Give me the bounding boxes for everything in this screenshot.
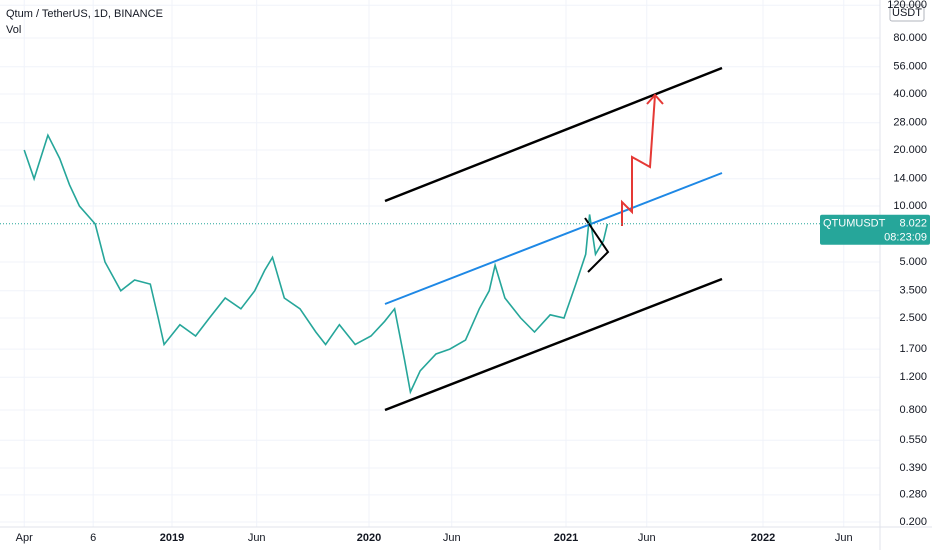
y-tick-label: 3.500 — [899, 285, 927, 297]
x-tick-label: Jun — [443, 532, 461, 544]
x-tick-label: 6 — [90, 532, 96, 544]
trend-line — [384, 172, 723, 305]
y-tick-label: 10.000 — [893, 200, 927, 212]
x-tick-label: 2020 — [357, 532, 381, 544]
y-tick-label: 80.000 — [893, 32, 927, 44]
x-tick-label: Jun — [835, 532, 853, 544]
y-tick-label: 0.390 — [899, 462, 927, 474]
y-tick-label: 14.000 — [893, 173, 927, 185]
y-tick-label: 20.000 — [893, 144, 927, 156]
projection-arrow — [621, 94, 656, 226]
y-tick-label: 1.700 — [899, 343, 927, 355]
countdown: 08:23:09 — [884, 232, 927, 244]
y-tick-label: 0.550 — [899, 434, 927, 446]
arrow-head — [646, 93, 664, 105]
last-price-tag — [820, 214, 930, 245]
channel-top — [384, 66, 723, 203]
last-price: 8.022 — [899, 218, 927, 230]
y-tick-label: 0.200 — [899, 516, 927, 528]
price-line — [23, 133, 609, 395]
x-tick-label: 2021 — [554, 532, 578, 544]
symbol-label: QTUMUSDT — [823, 218, 886, 230]
currency-badge[interactable] — [889, 4, 925, 22]
y-tick-label: 5.000 — [899, 256, 927, 268]
y-tick-label: 2.500 — [899, 312, 927, 324]
y-tick-label: 40.000 — [893, 88, 927, 100]
x-tick-label: Jun — [248, 532, 266, 544]
x-tick-label: Jun — [638, 532, 656, 544]
chart-title: Qtum / TetherUS, 1D, BINANCE — [6, 8, 163, 20]
x-tick-label: 2022 — [751, 532, 775, 544]
y-tick-label: 120.000 — [887, 0, 927, 11]
currency: USDT — [892, 7, 922, 19]
y-tick-label: 1.200 — [899, 371, 927, 383]
x-tick-label: 2019 — [160, 532, 184, 544]
volume-label: Vol — [6, 24, 21, 36]
y-tick-label: 0.800 — [899, 404, 927, 416]
y-tick-label: 28.000 — [893, 117, 927, 129]
channel-bottom — [384, 277, 723, 412]
y-tick-label: 56.000 — [893, 61, 927, 73]
wedge — [584, 217, 610, 273]
x-tick-label: Apr — [16, 532, 33, 544]
y-tick-label: 0.280 — [899, 489, 927, 501]
